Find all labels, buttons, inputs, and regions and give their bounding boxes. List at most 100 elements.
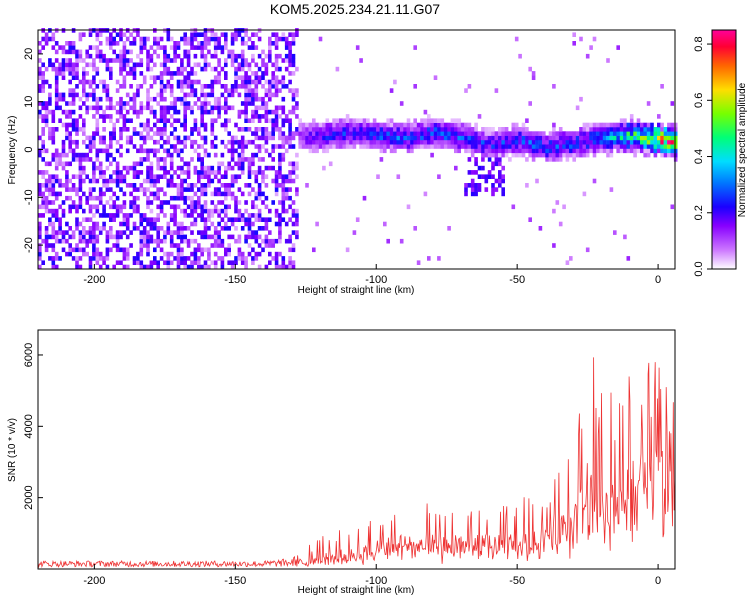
spectrogram-cell: [102, 260, 106, 265]
spectrogram-y-tick-label: 20: [23, 48, 35, 60]
spectrogram-cell: [640, 139, 644, 145]
spectrogram-cell: [237, 152, 242, 158]
spectrogram-cell: [257, 165, 262, 171]
spectrogram-cell: [640, 144, 644, 149]
spectrogram-cell: [487, 152, 492, 158]
spectrogram-cell: [58, 221, 62, 227]
spectrogram-cell: [139, 243, 144, 248]
spectrogram-cell: [44, 243, 49, 248]
spectrogram-cell: [207, 84, 211, 89]
spectrogram-cell: [447, 139, 451, 145]
spectrogram-cell: [98, 174, 103, 179]
spectrogram-cell: [122, 118, 127, 123]
spectrogram-cell: [183, 32, 187, 37]
spectrogram-cell: [213, 260, 218, 265]
spectrogram-cell: [244, 238, 248, 244]
spectrogram-cell: [247, 66, 252, 72]
spectrogram-cell: [244, 105, 248, 111]
spectrogram-cell: [44, 105, 49, 111]
spectrogram-cell: [200, 264, 204, 270]
spectrogram-cell: [274, 41, 279, 46]
spectrogram-cell: [98, 170, 103, 175]
spectrogram-cell: [491, 127, 495, 132]
spectrogram-cell: [224, 122, 228, 128]
spectrogram-cell: [274, 45, 279, 50]
spectrogram-cell: [149, 66, 154, 72]
spectrogram-cell: [406, 204, 411, 210]
spectrogram-cell: [122, 191, 127, 197]
spectrogram-cell: [71, 139, 76, 145]
spectrogram-cell: [48, 243, 52, 248]
spectrogram-cell: [599, 122, 604, 128]
spectrogram-cell: [328, 122, 333, 128]
spectrogram-cell: [75, 247, 79, 253]
spectrogram-cell: [440, 122, 445, 128]
spectrogram-cell: [636, 139, 641, 145]
spectrogram-cell: [146, 152, 150, 158]
spectrogram-cell: [173, 53, 177, 59]
spectrogram-cell: [38, 226, 42, 231]
spectrogram-cell: [58, 45, 62, 50]
spectrogram-cell: [38, 152, 42, 158]
spectrogram-cell: [335, 127, 340, 132]
spectrogram-cell: [396, 139, 401, 145]
spectrogram-cell: [328, 161, 333, 167]
spectrogram-cell: [163, 105, 167, 111]
spectrogram-cell: [65, 41, 69, 46]
spectrogram-cell: [41, 45, 45, 50]
snr-x-tick-label: -100: [365, 575, 387, 587]
spectrogram-cell: [183, 200, 187, 205]
spectrogram-cell: [139, 101, 144, 106]
spectrogram-cell: [220, 84, 225, 89]
spectrogram-cell: [71, 75, 76, 80]
spectrogram-cell: [592, 144, 597, 149]
spectrogram-cell: [257, 195, 262, 201]
spectrogram-cell: [139, 84, 144, 89]
spectrogram-cell: [626, 122, 631, 128]
spectrogram-cell: [251, 58, 255, 63]
spectrogram-cell: [51, 36, 56, 42]
spectrogram-cell: [538, 131, 543, 136]
spectrogram-cell: [54, 88, 59, 93]
spectrogram-cell: [109, 118, 113, 123]
spectrogram-cell: [274, 170, 279, 175]
spectrogram-cell: [119, 208, 123, 214]
spectrogram-cell: [542, 131, 546, 136]
spectrogram-cell: [119, 84, 123, 89]
spectrogram-cell: [210, 243, 215, 248]
spectrogram-cell: [163, 62, 167, 68]
spectrogram-cell: [582, 131, 587, 136]
spectrogram-cell: [433, 118, 438, 123]
spectrogram-cell: [322, 135, 326, 141]
spectrogram-cell: [92, 131, 96, 136]
spectrogram-cell: [115, 79, 120, 85]
spectrogram-cell: [159, 144, 164, 149]
spectrogram-cell: [369, 144, 374, 149]
spectrogram-cell: [623, 131, 627, 136]
spectrogram-cell: [207, 109, 211, 115]
spectrogram-cell: [190, 92, 194, 98]
spectrogram-cell: [457, 139, 461, 145]
spectrogram-cell: [579, 127, 583, 132]
spectrogram-cell: [257, 157, 262, 162]
spectrogram-cell: [183, 195, 187, 201]
spectrogram-cell: [423, 118, 428, 123]
spectrogram-cell: [213, 238, 218, 244]
spectrogram-cell: [254, 144, 259, 149]
spectrogram-cell: [271, 157, 275, 162]
spectrogram-cell: [58, 105, 62, 111]
spectrogram-cell: [68, 247, 72, 253]
spectrogram-cell: [251, 96, 255, 102]
spectrogram-cell: [197, 41, 201, 46]
spectrogram-cell: [457, 122, 461, 128]
spectrogram-cell: [88, 79, 93, 85]
spectrogram-cell: [284, 118, 289, 123]
spectrogram-cell: [548, 157, 553, 162]
spectrogram-cell: [325, 122, 330, 128]
spectrogram-cell: [125, 127, 130, 132]
spectrogram-cell: [180, 251, 184, 257]
spectrogram-cell: [359, 144, 363, 149]
spectrogram-cell: [149, 178, 154, 184]
spectrogram-cell: [224, 41, 228, 46]
spectrogram-cell: [163, 118, 167, 123]
